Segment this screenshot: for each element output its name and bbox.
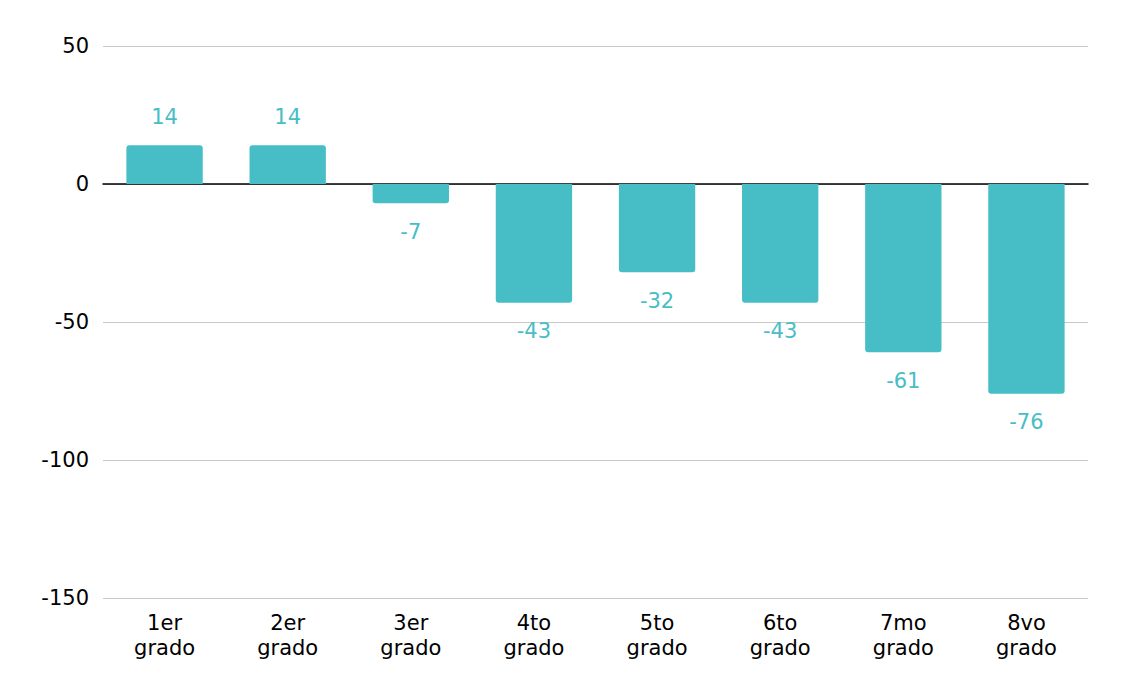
svg-text:grado: grado xyxy=(134,636,195,660)
svg-text:3er: 3er xyxy=(393,611,428,635)
svg-text:2er: 2er xyxy=(270,611,305,635)
svg-text:grado: grado xyxy=(750,636,811,660)
svg-text:grado: grado xyxy=(503,636,564,660)
svg-text:grado: grado xyxy=(627,636,688,660)
svg-text:-7: -7 xyxy=(400,220,421,244)
svg-text:0: 0 xyxy=(76,172,89,196)
svg-text:-43: -43 xyxy=(763,319,797,343)
svg-text:grado: grado xyxy=(257,636,318,660)
svg-text:8vo: 8vo xyxy=(1007,611,1046,635)
svg-text:14: 14 xyxy=(151,105,178,129)
svg-text:50: 50 xyxy=(62,34,89,58)
svg-text:grado: grado xyxy=(380,636,441,660)
svg-text:4to: 4to xyxy=(517,611,551,635)
svg-text:14: 14 xyxy=(274,105,301,129)
svg-text:-61: -61 xyxy=(886,369,920,393)
svg-text:-100: -100 xyxy=(41,448,89,472)
svg-text:7mo: 7mo xyxy=(880,611,927,635)
svg-text:grado: grado xyxy=(996,636,1057,660)
svg-text:1er: 1er xyxy=(147,611,182,635)
svg-text:-50: -50 xyxy=(55,310,89,334)
svg-text:6to: 6to xyxy=(763,611,797,635)
svg-text:-43: -43 xyxy=(517,319,551,343)
svg-text:-76: -76 xyxy=(1009,410,1043,434)
svg-text:-150: -150 xyxy=(41,586,89,610)
svg-text:5to: 5to xyxy=(640,611,674,635)
svg-text:grado: grado xyxy=(873,636,934,660)
svg-text:-32: -32 xyxy=(640,289,674,313)
